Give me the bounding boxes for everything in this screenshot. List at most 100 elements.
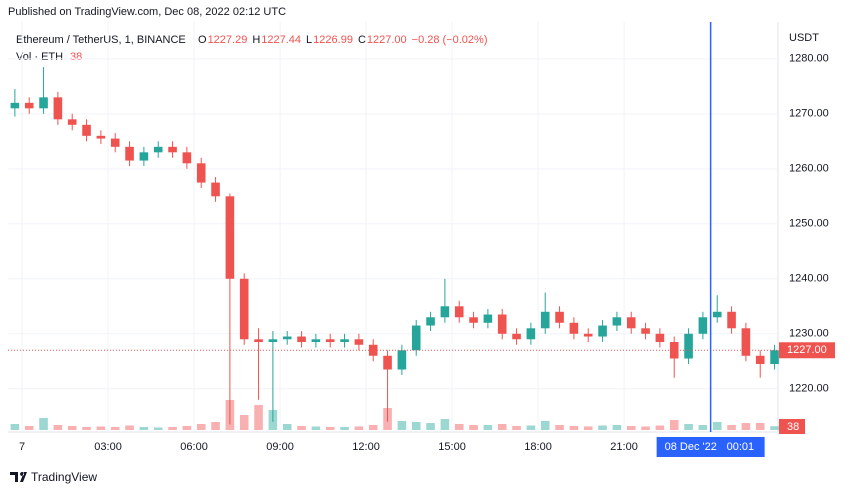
volume-bar bbox=[340, 427, 349, 430]
candle-body bbox=[626, 317, 636, 329]
candle-body bbox=[53, 97, 63, 120]
candle-body bbox=[698, 317, 708, 334]
ohlc-key: H bbox=[252, 34, 260, 46]
x-tick-label: 15:00 bbox=[438, 441, 466, 453]
legend: Ethereum / TetherUS, 1, BINANCE Vol · ET… bbox=[16, 34, 186, 63]
volume-bar bbox=[24, 426, 34, 430]
volume-bar bbox=[82, 427, 91, 430]
candle-body bbox=[125, 146, 134, 161]
volume-bar bbox=[770, 426, 779, 430]
candle-body bbox=[182, 152, 192, 164]
candle-body bbox=[153, 146, 163, 153]
candle-body bbox=[254, 339, 263, 343]
volume-bar bbox=[698, 425, 708, 430]
crosshair-time: 00:01 bbox=[727, 441, 755, 453]
vol-label: Vol · ETH bbox=[16, 51, 63, 63]
volume-bar bbox=[712, 422, 722, 430]
candle-body bbox=[426, 317, 435, 326]
ohlc-value: 1227.00 bbox=[367, 34, 407, 46]
x-tick-label: 18:00 bbox=[524, 441, 552, 453]
candle-body bbox=[268, 339, 278, 343]
volume-bar bbox=[182, 426, 192, 430]
x-tick-label: 12:00 bbox=[352, 441, 380, 453]
volume-bar bbox=[211, 422, 220, 430]
candle-body bbox=[741, 328, 751, 356]
candle-body bbox=[641, 328, 650, 334]
vol-box bbox=[779, 419, 805, 434]
volume-bar bbox=[39, 418, 48, 430]
ohlc-key: C bbox=[358, 34, 366, 46]
candle-body bbox=[469, 317, 478, 323]
crosshair-box bbox=[656, 437, 765, 457]
volume-bar bbox=[655, 425, 665, 430]
candle-body bbox=[325, 339, 335, 343]
volume-bar bbox=[397, 421, 407, 430]
candle-body bbox=[512, 333, 521, 340]
volume-bar bbox=[641, 426, 650, 430]
candle-body bbox=[383, 355, 392, 370]
candle-body bbox=[239, 278, 249, 340]
candle-body bbox=[368, 344, 378, 356]
volume-bar bbox=[125, 425, 134, 430]
volume-bar bbox=[741, 423, 751, 430]
volume-bar bbox=[426, 423, 435, 430]
candle-body bbox=[770, 350, 779, 365]
volume-bar bbox=[196, 424, 206, 430]
candle-body bbox=[39, 97, 48, 109]
x-tick-label: 09:00 bbox=[266, 441, 294, 453]
candle-body bbox=[311, 339, 321, 343]
volume-bar bbox=[540, 421, 550, 430]
y-tick-label: 1240.00 bbox=[789, 273, 829, 285]
volume-bar bbox=[254, 405, 263, 430]
volume-bar bbox=[53, 425, 63, 430]
volume-bar bbox=[368, 425, 378, 430]
volume-bar bbox=[10, 424, 20, 430]
volume-bar bbox=[325, 427, 335, 430]
volume-bar bbox=[497, 424, 507, 430]
candle-body bbox=[10, 102, 20, 109]
change: −0.28 (−0.02%) bbox=[412, 34, 488, 46]
candle-body bbox=[211, 182, 220, 197]
volume-bar bbox=[684, 424, 693, 430]
candle-body bbox=[483, 314, 493, 323]
vol-value: 38 bbox=[70, 51, 82, 63]
ohlc-value: 1227.44 bbox=[261, 34, 301, 46]
y-tick-label: 1250.00 bbox=[789, 218, 829, 230]
last-price-label: 1227.00 bbox=[787, 344, 827, 356]
volume-bar bbox=[354, 426, 364, 430]
volume-bar bbox=[139, 427, 149, 430]
candle-body bbox=[497, 314, 507, 334]
volume-bar bbox=[153, 427, 163, 430]
volume-bar bbox=[512, 426, 521, 430]
y-tick-label: 1260.00 bbox=[789, 163, 829, 175]
candle-body bbox=[555, 311, 564, 323]
volume-bar bbox=[598, 425, 607, 430]
volume-bar bbox=[168, 427, 177, 430]
candle-body bbox=[139, 152, 149, 161]
candle-body bbox=[755, 355, 765, 365]
candle-body bbox=[583, 333, 593, 337]
ohlc-key: L bbox=[306, 34, 312, 46]
volume-bar bbox=[755, 423, 765, 430]
volume-bar bbox=[411, 422, 421, 430]
y-tick-label: 1280.00 bbox=[789, 53, 829, 65]
crosshair-date: 08 Dec '22 bbox=[665, 441, 717, 453]
ohlc-value: 1227.29 bbox=[208, 34, 248, 46]
candle-body bbox=[540, 311, 550, 329]
y-tick-label: 1220.00 bbox=[789, 383, 829, 395]
x-tick-label: 21:00 bbox=[610, 441, 638, 453]
candle-body bbox=[397, 350, 407, 370]
candle-body bbox=[598, 325, 607, 337]
candle-body bbox=[454, 306, 464, 318]
x-tick-label: 7 bbox=[19, 441, 25, 453]
candle-body bbox=[297, 336, 306, 343]
volume-bar bbox=[239, 415, 249, 430]
volume-bar bbox=[282, 424, 292, 430]
x-tick-label: 06:00 bbox=[180, 441, 208, 453]
candle-body bbox=[655, 333, 665, 343]
volume-bar bbox=[483, 425, 493, 430]
candle-body bbox=[67, 119, 77, 125]
brand: TradingView bbox=[31, 470, 97, 484]
volume-bar bbox=[110, 427, 120, 430]
